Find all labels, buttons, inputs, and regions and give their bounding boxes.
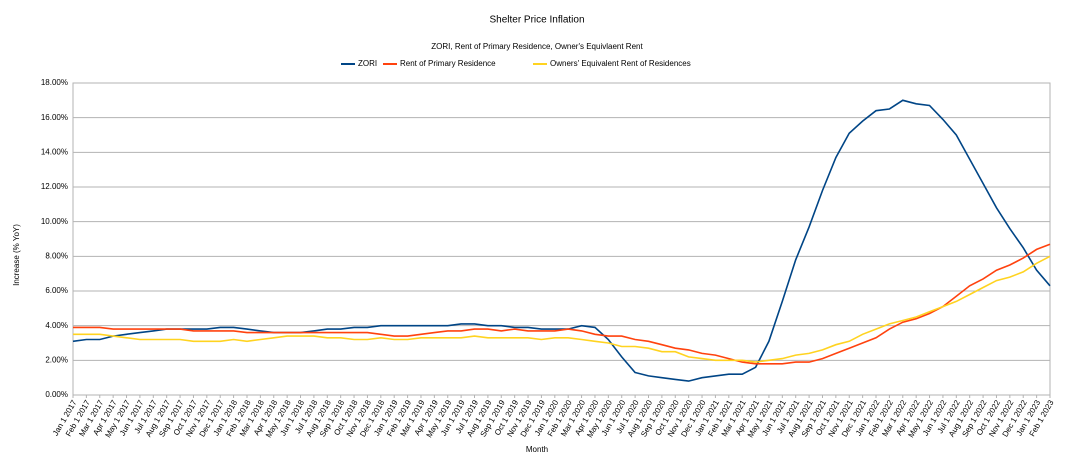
- x-axis-label: Month: [526, 445, 548, 454]
- y-tick-label: 12.00%: [41, 182, 68, 191]
- y-tick-label: 2.00%: [45, 355, 68, 364]
- y-tick-label: 6.00%: [45, 286, 68, 295]
- series-line: [73, 243, 1051, 365]
- y-tick-label: 8.00%: [45, 251, 68, 260]
- y-tick-label: 10.00%: [41, 217, 68, 226]
- legend-label: ZORI: [358, 59, 377, 68]
- series-line: [72, 99, 1051, 382]
- y-tick-label: 18.00%: [41, 78, 68, 87]
- y-axis-label: Increase (% YoY): [12, 224, 21, 286]
- chart-subtitle: ZORI, Rent of Primary Residence, Owner's…: [431, 42, 643, 51]
- y-tick-label: 16.00%: [41, 113, 68, 122]
- legend-label: Rent of Primary Residence: [400, 59, 496, 68]
- legend-label: Owners' Equivalent Rent of Residences: [550, 59, 691, 68]
- plot-frame: [72, 82, 1051, 396]
- series-line: [73, 255, 1051, 363]
- chart-title: Shelter Price Inflation: [489, 15, 584, 26]
- y-tick-label: 0.00%: [45, 390, 68, 399]
- y-tick-label: 4.00%: [45, 321, 68, 330]
- y-tick-label: 14.00%: [41, 147, 68, 156]
